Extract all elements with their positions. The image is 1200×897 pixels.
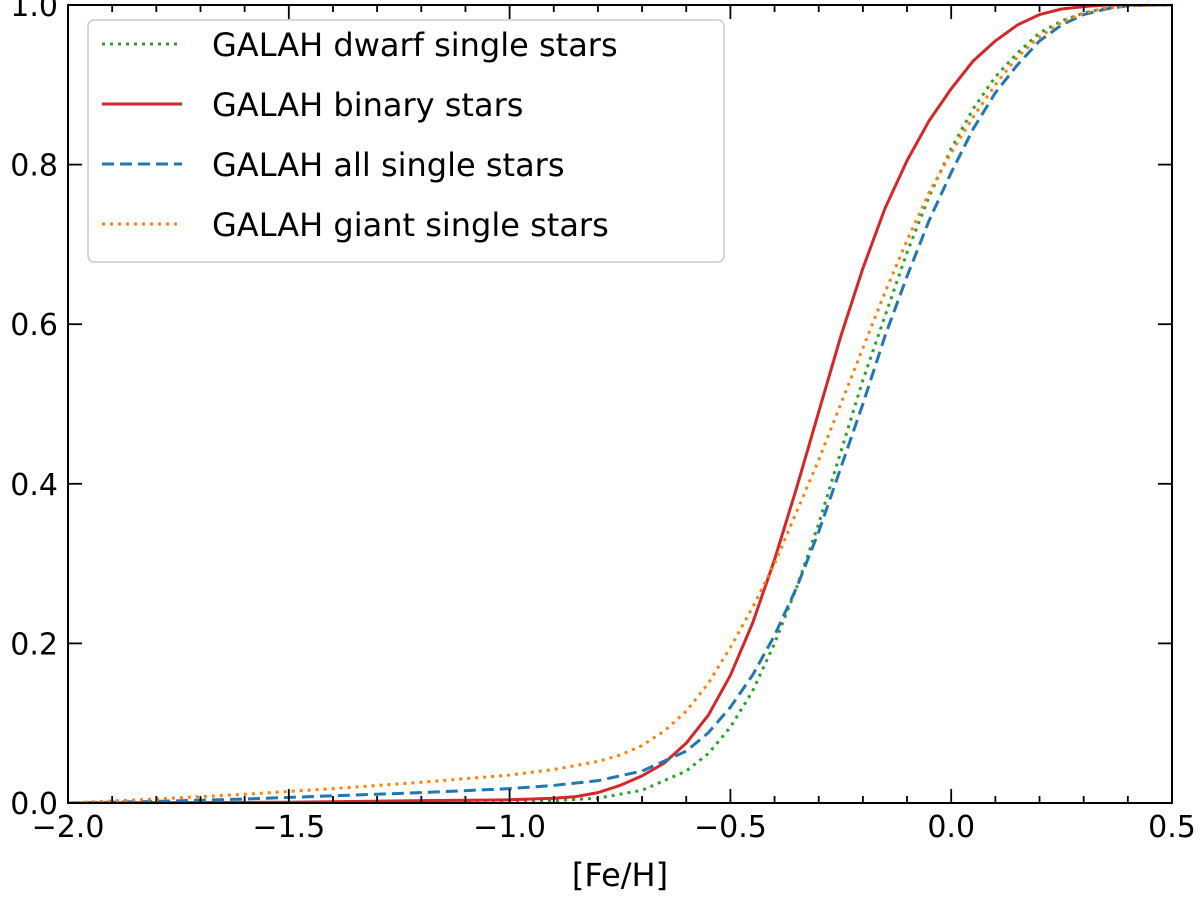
legend-label: GALAH all single stars — [212, 146, 565, 184]
series-layer — [68, 5, 1172, 803]
x-tick-label: 0.5 — [1148, 810, 1196, 845]
legend-label: GALAH giant single stars — [212, 206, 609, 244]
x-tick-label: 0.0 — [927, 810, 975, 845]
legend-item: GALAH binary stars — [102, 86, 523, 124]
legend-item: GALAH all single stars — [102, 146, 565, 184]
series-line-4 — [68, 5, 1172, 803]
legend: GALAH dwarf single stars GALAH binary sta… — [87, 19, 725, 263]
x-tick-label: −0.5 — [694, 810, 767, 845]
x-tick-label: −1.5 — [252, 810, 325, 845]
x-tick-label: −1.0 — [473, 810, 546, 845]
x-tick-label: −2.0 — [32, 810, 105, 845]
series-line-2 — [68, 5, 1172, 803]
y-tick-label: 0.8 — [10, 149, 58, 184]
series-line-3 — [68, 5, 1172, 803]
y-tick-label: 0.2 — [10, 627, 58, 662]
x-axis-label: [Fe/H] — [572, 856, 668, 894]
legend-item: GALAH giant single stars — [102, 206, 609, 244]
legend-label: GALAH dwarf single stars — [212, 26, 618, 64]
y-tick-label: 0.6 — [10, 308, 58, 343]
legend-item: GALAH dwarf single stars — [102, 26, 618, 64]
legend-label: GALAH binary stars — [212, 86, 523, 124]
y-tick-label: 1.0 — [10, 0, 58, 24]
y-tick-label: 0.0 — [10, 787, 58, 822]
tick-labels: −2.0 −1.5 −1.0 −0.5 0.0 0.5 0.0 0.2 0.4 0.6 0.8 1.0 — [10, 0, 1196, 845]
legend-box — [87, 19, 725, 263]
y-tick-label: 0.4 — [10, 468, 58, 503]
plot-frame — [67, 4, 1173, 804]
ticks-layer — [67, 4, 1173, 804]
